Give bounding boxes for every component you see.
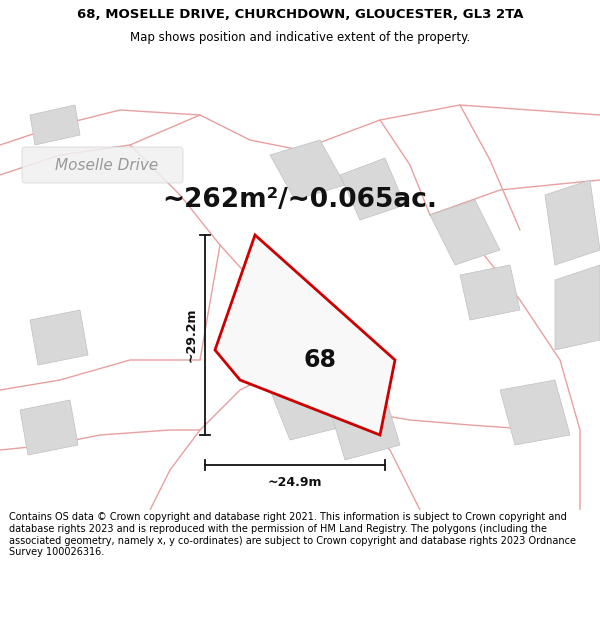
Text: ~29.2m: ~29.2m [185, 308, 197, 362]
Polygon shape [30, 310, 88, 365]
Polygon shape [545, 180, 600, 265]
Polygon shape [555, 265, 600, 350]
Polygon shape [500, 380, 570, 445]
Polygon shape [20, 400, 78, 455]
FancyBboxPatch shape [22, 147, 183, 183]
Text: Map shows position and indicative extent of the property.: Map shows position and indicative extent… [130, 31, 470, 44]
Text: 68: 68 [304, 348, 337, 372]
Text: Moselle Drive: Moselle Drive [55, 158, 158, 172]
Text: 68, MOSELLE DRIVE, CHURCHDOWN, GLOUCESTER, GL3 2TA: 68, MOSELLE DRIVE, CHURCHDOWN, GLOUCESTE… [77, 9, 523, 21]
Polygon shape [215, 235, 395, 435]
Polygon shape [330, 395, 400, 460]
Polygon shape [460, 265, 520, 320]
Text: ~24.9m: ~24.9m [268, 476, 322, 489]
Text: Contains OS data © Crown copyright and database right 2021. This information is : Contains OS data © Crown copyright and d… [9, 512, 576, 557]
Polygon shape [30, 105, 80, 145]
Polygon shape [340, 158, 405, 220]
Polygon shape [270, 140, 345, 200]
Polygon shape [270, 375, 350, 440]
Polygon shape [430, 200, 500, 265]
Text: ~262m²/~0.065ac.: ~262m²/~0.065ac. [163, 187, 437, 213]
